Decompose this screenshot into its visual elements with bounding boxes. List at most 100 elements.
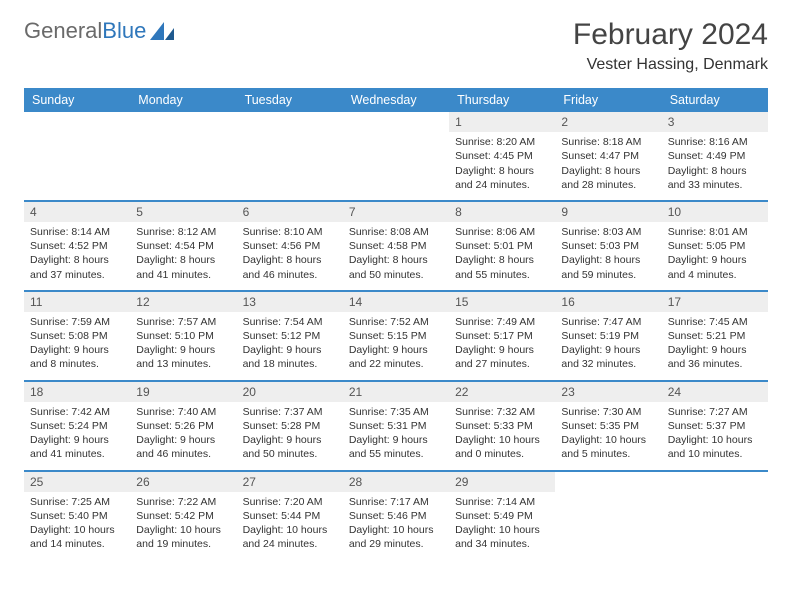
daylight-text: and 59 minutes. [561, 268, 655, 282]
sunset-text: Sunset: 5:33 PM [455, 419, 549, 433]
daylight-text: Daylight: 10 hours [243, 523, 337, 537]
day-number: 16 [555, 292, 661, 312]
calendar-cell [24, 112, 130, 201]
calendar-cell: 9Sunrise: 8:03 AMSunset: 5:03 PMDaylight… [555, 201, 661, 291]
sunrise-text: Sunrise: 8:18 AM [561, 135, 655, 149]
day-number: 2 [555, 112, 661, 132]
day-header: Tuesday [237, 88, 343, 112]
day-number: 11 [24, 292, 130, 312]
daylight-text: and 41 minutes. [136, 268, 230, 282]
daylight-text: and 46 minutes. [243, 268, 337, 282]
calendar-cell: 11Sunrise: 7:59 AMSunset: 5:08 PMDayligh… [24, 291, 130, 381]
daylight-text: and 50 minutes. [349, 268, 443, 282]
day-number: 4 [24, 202, 130, 222]
sunset-text: Sunset: 5:35 PM [561, 419, 655, 433]
calendar-cell: 8Sunrise: 8:06 AMSunset: 5:01 PMDaylight… [449, 201, 555, 291]
calendar-cell [343, 112, 449, 201]
calendar-row: 4Sunrise: 8:14 AMSunset: 4:52 PMDaylight… [24, 201, 768, 291]
sunrise-text: Sunrise: 7:30 AM [561, 405, 655, 419]
day-number: 17 [662, 292, 768, 312]
daylight-text: Daylight: 10 hours [30, 523, 124, 537]
sunset-text: Sunset: 4:54 PM [136, 239, 230, 253]
daylight-text: and 41 minutes. [30, 447, 124, 461]
daylight-text: and 4 minutes. [668, 268, 762, 282]
sunrise-text: Sunrise: 8:08 AM [349, 225, 443, 239]
day-number: 3 [662, 112, 768, 132]
calendar-cell: 16Sunrise: 7:47 AMSunset: 5:19 PMDayligh… [555, 291, 661, 381]
sunset-text: Sunset: 5:21 PM [668, 329, 762, 343]
daylight-text: Daylight: 9 hours [243, 433, 337, 447]
day-header: Sunday [24, 88, 130, 112]
calendar-cell: 21Sunrise: 7:35 AMSunset: 5:31 PMDayligh… [343, 381, 449, 471]
daylight-text: Daylight: 8 hours [136, 253, 230, 267]
sunrise-text: Sunrise: 7:57 AM [136, 315, 230, 329]
calendar-cell: 22Sunrise: 7:32 AMSunset: 5:33 PMDayligh… [449, 381, 555, 471]
daylight-text: and 19 minutes. [136, 537, 230, 551]
sunset-text: Sunset: 4:58 PM [349, 239, 443, 253]
calendar-cell: 29Sunrise: 7:14 AMSunset: 5:49 PMDayligh… [449, 471, 555, 560]
day-number: 10 [662, 202, 768, 222]
calendar-cell: 12Sunrise: 7:57 AMSunset: 5:10 PMDayligh… [130, 291, 236, 381]
daylight-text: Daylight: 10 hours [455, 433, 549, 447]
calendar-cell [662, 471, 768, 560]
day-number: 27 [237, 472, 343, 492]
daylight-text: Daylight: 8 hours [30, 253, 124, 267]
daylight-text: and 24 minutes. [455, 178, 549, 192]
day-header: Thursday [449, 88, 555, 112]
day-number: 21 [343, 382, 449, 402]
daylight-text: and 10 minutes. [668, 447, 762, 461]
calendar-cell: 2Sunrise: 8:18 AMSunset: 4:47 PMDaylight… [555, 112, 661, 201]
logo-text-part1: General [24, 18, 102, 43]
daylight-text: and 22 minutes. [349, 357, 443, 371]
daylight-text: and 13 minutes. [136, 357, 230, 371]
calendar-cell: 28Sunrise: 7:17 AMSunset: 5:46 PMDayligh… [343, 471, 449, 560]
day-number: 1 [449, 112, 555, 132]
calendar-cell: 13Sunrise: 7:54 AMSunset: 5:12 PMDayligh… [237, 291, 343, 381]
sunrise-text: Sunrise: 7:25 AM [30, 495, 124, 509]
sunrise-text: Sunrise: 8:16 AM [668, 135, 762, 149]
calendar-cell: 27Sunrise: 7:20 AMSunset: 5:44 PMDayligh… [237, 471, 343, 560]
day-number: 6 [237, 202, 343, 222]
daylight-text: and 50 minutes. [243, 447, 337, 461]
day-number: 12 [130, 292, 236, 312]
page-title: February 2024 [573, 18, 768, 52]
daylight-text: Daylight: 9 hours [30, 433, 124, 447]
sunset-text: Sunset: 5:37 PM [668, 419, 762, 433]
location-text: Vester Hassing, Denmark [573, 56, 768, 74]
sunset-text: Sunset: 5:24 PM [30, 419, 124, 433]
daylight-text: Daylight: 10 hours [349, 523, 443, 537]
calendar-cell: 24Sunrise: 7:27 AMSunset: 5:37 PMDayligh… [662, 381, 768, 471]
daylight-text: and 18 minutes. [243, 357, 337, 371]
sunset-text: Sunset: 5:03 PM [561, 239, 655, 253]
sunset-text: Sunset: 5:12 PM [243, 329, 337, 343]
day-number: 23 [555, 382, 661, 402]
sunset-text: Sunset: 5:08 PM [30, 329, 124, 343]
sunset-text: Sunset: 4:45 PM [455, 149, 549, 163]
title-block: February 2024 Vester Hassing, Denmark [573, 18, 768, 74]
sunset-text: Sunset: 5:28 PM [243, 419, 337, 433]
day-number: 25 [24, 472, 130, 492]
calendar-cell [130, 112, 236, 201]
daylight-text: Daylight: 9 hours [668, 253, 762, 267]
day-number: 18 [24, 382, 130, 402]
daylight-text: Daylight: 8 hours [349, 253, 443, 267]
calendar-cell: 10Sunrise: 8:01 AMSunset: 5:05 PMDayligh… [662, 201, 768, 291]
daylight-text: and 37 minutes. [30, 268, 124, 282]
daylight-text: and 36 minutes. [668, 357, 762, 371]
sunrise-text: Sunrise: 7:14 AM [455, 495, 549, 509]
sunrise-text: Sunrise: 7:40 AM [136, 405, 230, 419]
day-number: 24 [662, 382, 768, 402]
sunrise-text: Sunrise: 8:10 AM [243, 225, 337, 239]
day-number: 14 [343, 292, 449, 312]
sunrise-text: Sunrise: 7:22 AM [136, 495, 230, 509]
day-number: 5 [130, 202, 236, 222]
daylight-text: Daylight: 8 hours [561, 164, 655, 178]
logo: GeneralBlue [24, 18, 174, 44]
day-number: 28 [343, 472, 449, 492]
sunset-text: Sunset: 5:15 PM [349, 329, 443, 343]
calendar-row: 11Sunrise: 7:59 AMSunset: 5:08 PMDayligh… [24, 291, 768, 381]
calendar-row: 1Sunrise: 8:20 AMSunset: 4:45 PMDaylight… [24, 112, 768, 201]
daylight-text: and 46 minutes. [136, 447, 230, 461]
day-header: Saturday [662, 88, 768, 112]
daylight-text: Daylight: 9 hours [30, 343, 124, 357]
